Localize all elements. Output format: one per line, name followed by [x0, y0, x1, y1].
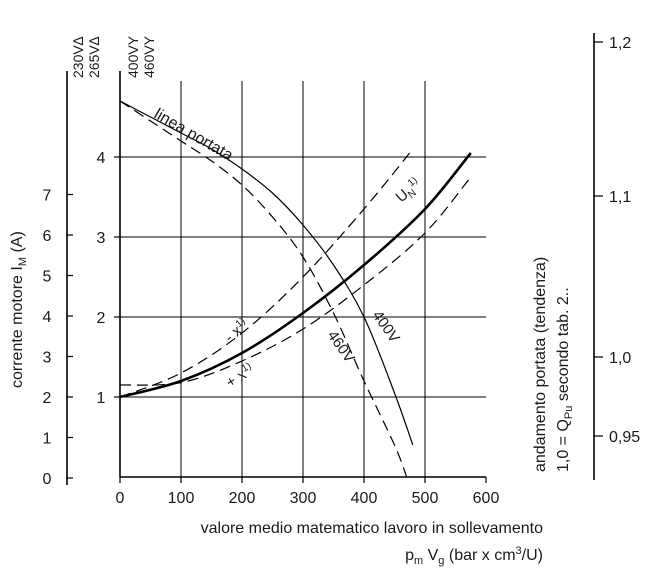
series-line-0 — [119, 152, 472, 399]
series-line-2 — [119, 176, 472, 386]
x-tick-label: 300 — [290, 490, 317, 507]
inner-axis-header-460v: 460VY — [141, 35, 157, 78]
annotation-un-sup: 1) — [406, 175, 420, 189]
outer-y-tick-label: 6 — [43, 228, 52, 245]
x-tick-label: 600 — [473, 490, 500, 507]
outer-y-tick-label: 1 — [43, 431, 52, 448]
x-axis-title-p: p — [405, 547, 414, 564]
right-y-tick-label: 0,95 — [609, 429, 640, 446]
y-axis-left-title-end: (A) — [9, 231, 26, 257]
y-axis-right-title-line2: 1,0 = QPu secondo tab. 2.. — [555, 287, 575, 472]
outer-y-tick-label: 7 — [43, 188, 52, 205]
right-y-tick-label: 1,0 — [609, 350, 631, 367]
annotation-plus-x: + x1) — [223, 361, 257, 392]
x-axis-title-sub-m: m — [414, 555, 423, 567]
x-axis-title-v: V — [423, 547, 438, 564]
y-axis-right-title-line2-sub: Pu — [563, 406, 575, 419]
series-line-4 — [119, 100, 408, 478]
inner-y-tick-label: 1 — [97, 390, 106, 407]
y-axis-left-title-main: corrente motore I — [9, 266, 26, 388]
inner-axis-header-400v: 400VY — [125, 35, 141, 78]
x-axis-title-sub-g: g — [438, 555, 444, 567]
grid — [120, 81, 486, 477]
inner-y-tick-label: 4 — [97, 150, 106, 167]
axes: 0 100 200 300 400 500 600 0 1 2 3 4 5 6 7 1 2 3 4 0,95 1,0 1,… — [43, 33, 640, 507]
inner-y-tick-label: 2 — [97, 310, 106, 327]
annotation-460v: 460V — [324, 328, 358, 366]
outer-axis-header-230v: 230V∆ — [70, 36, 86, 78]
y-axis-left-title-sub: M — [17, 257, 29, 266]
x-tick-label: 0 — [116, 490, 125, 507]
y-axis-left-title: corrente motore IM (A) — [9, 231, 29, 388]
right-y-tick-label: 1,1 — [609, 189, 631, 206]
inner-y-tick-label: 3 — [97, 230, 106, 247]
x-axis-title-line2: pm Vg (bar x cm3/U) — [405, 545, 543, 567]
outer-y-tick-label: 2 — [43, 390, 52, 407]
y-axis-right-title-line2-end: secondo tab. 2.. — [555, 287, 572, 405]
x-tick-label: 500 — [412, 490, 439, 507]
x-tick-label: 100 — [168, 490, 195, 507]
annotation-linea-portata: linea portata — [151, 106, 236, 165]
outer-y-tick-label: 0 — [43, 471, 52, 488]
outer-axis-header-265v: 265V∆ — [86, 36, 102, 78]
x-axis-title-units-end: /U) — [522, 547, 543, 564]
x-tick-label: 400 — [351, 490, 378, 507]
annotation-un: UN1) — [392, 175, 426, 208]
outer-y-tick-label: 3 — [43, 350, 52, 367]
x-axis-title-line1: valore medio matematico lavoro in sollev… — [201, 520, 543, 537]
series-line-1 — [119, 148, 414, 398]
right-y-tick-label: 1,2 — [609, 35, 631, 52]
x-axis-title-sup-3: 3 — [516, 545, 522, 557]
annotation-minus-x: - x1) — [221, 316, 252, 346]
series-layer — [119, 100, 472, 478]
y-axis-right-title-line2-main: 1,0 = Q — [555, 419, 572, 472]
outer-y-tick-label: 5 — [43, 269, 52, 286]
outer-y-tick-label: 4 — [43, 309, 52, 326]
y-axis-right-title-line1: andamento portata (tendenza) — [532, 257, 549, 472]
series-line-3 — [119, 100, 414, 446]
x-axis-title-units: (bar x cm — [444, 547, 515, 564]
x-tick-label: 200 — [229, 490, 256, 507]
